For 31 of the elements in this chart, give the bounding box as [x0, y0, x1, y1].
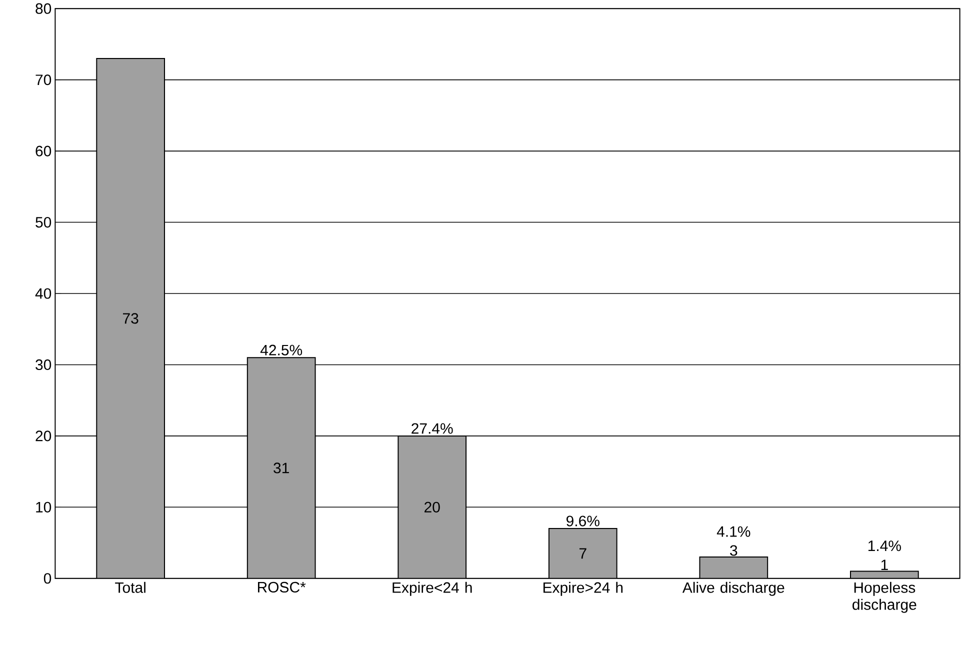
y-tick-label: 20 [36, 430, 52, 442]
x-tick-label: Alive discharge [682, 582, 784, 596]
x-tick-label: ROSC* [258, 582, 306, 593]
x-tick-label: Total [115, 582, 146, 594]
y-tick-label: 30 [36, 360, 52, 370]
annotation: 4.1% [716, 526, 750, 538]
x-tick-label: Expire>24 h [543, 582, 623, 596]
bar [699, 556, 768, 579]
bar [548, 528, 618, 579]
data-label: 73 [122, 313, 138, 324]
y-tick-label: 60 [36, 146, 52, 157]
y-tick-label: 40 [35, 288, 52, 300]
data-label: 20 [424, 502, 440, 513]
x-tick-label: Hopeless discharge [852, 582, 916, 614]
annotation: 27.4% [412, 423, 453, 434]
data-label: 31 [274, 462, 289, 474]
annotation: 1.4% [868, 540, 901, 552]
x-tick-label: Expire<24 h [392, 582, 472, 596]
y-tick-label: 80 [36, 4, 52, 14]
annotation: 42.5% [260, 345, 302, 356]
data-label: 7 [579, 548, 586, 559]
annotation: 9.6% [566, 516, 600, 527]
data-label: 1 [881, 560, 888, 570]
y-tick-label: 0 [44, 573, 52, 584]
bar [96, 58, 165, 579]
data-label: 3 [730, 545, 738, 556]
bar [246, 357, 316, 579]
y-tick-label: 70 [36, 74, 52, 86]
bar [398, 436, 467, 579]
y-tick-label: 50 [36, 217, 52, 228]
y-tick-label: 10 [36, 502, 52, 513]
